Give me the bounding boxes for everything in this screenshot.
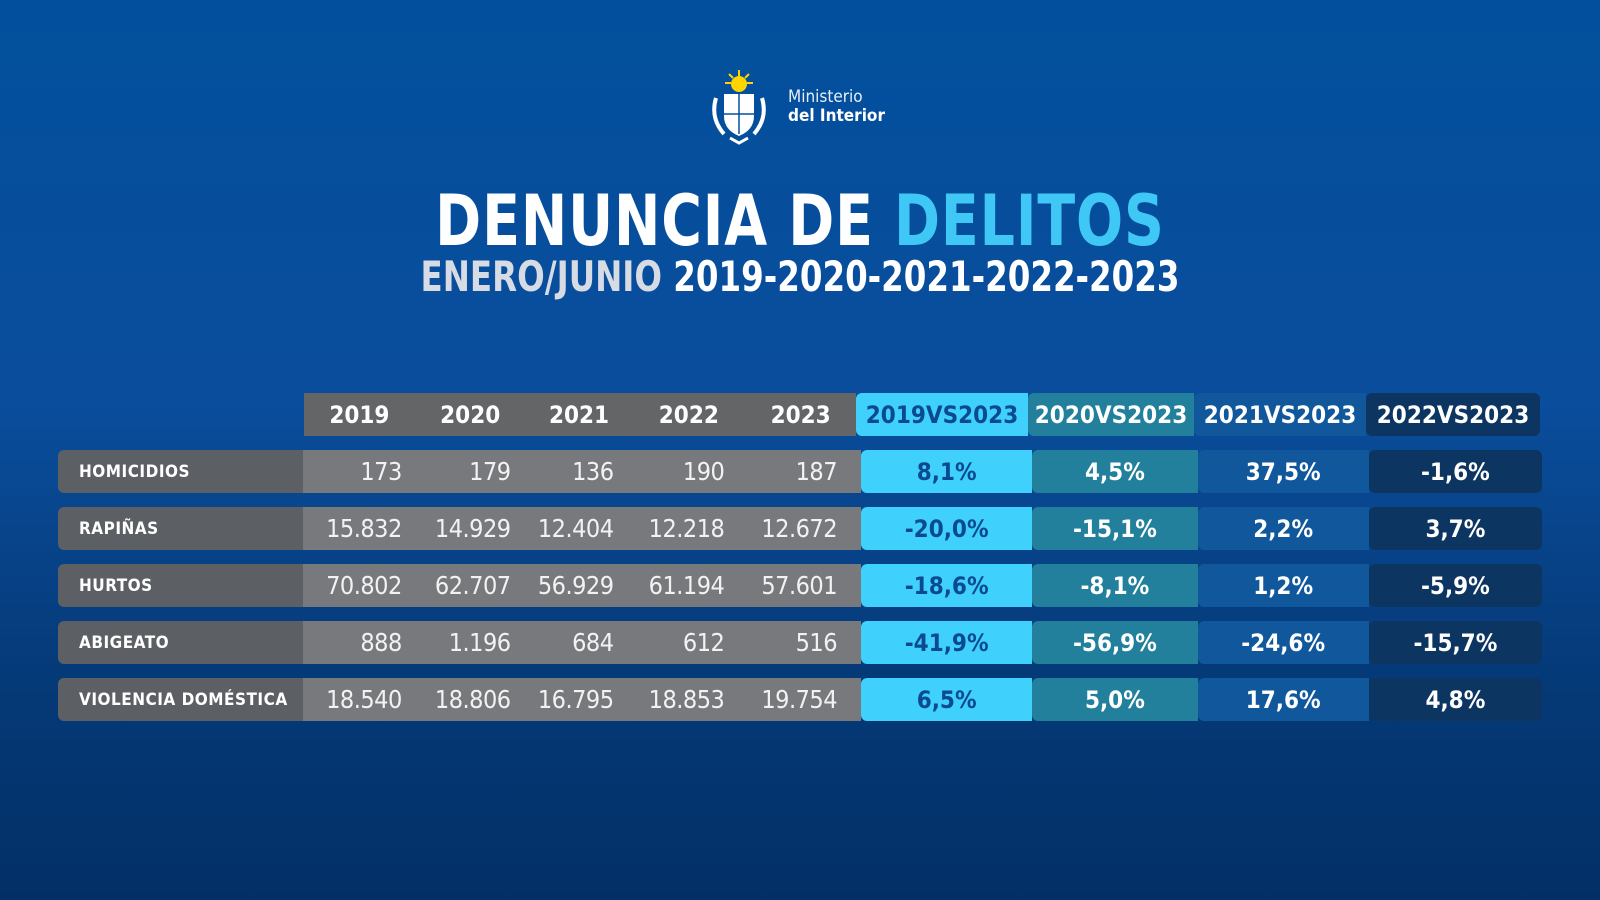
table-row: HOMICIDIOS 173 179 136 190 187 8,1% 4,5% 37,5% -1… bbox=[58, 450, 1543, 493]
column-header: 2019VS2023 bbox=[856, 393, 1028, 436]
row-label: RAPIÑAS bbox=[58, 507, 304, 550]
table-row: ABIGEATO 888 1.196 684 612 516 -41,9% -56,9% -24… bbox=[58, 621, 1543, 664]
column-header: 2021VS2023 bbox=[1194, 393, 1366, 436]
value-cell: 136 bbox=[520, 450, 626, 493]
column-header: 2022VS2023 bbox=[1366, 393, 1540, 436]
value-cell: 12.672 bbox=[736, 507, 846, 550]
change-cell: -24,6% bbox=[1197, 621, 1369, 664]
change-cell: -56,9% bbox=[1032, 621, 1198, 664]
change-cell: 4,8% bbox=[1368, 678, 1543, 721]
subtitle-period: ENERO/JUNIO bbox=[420, 252, 662, 301]
value-cell: 888 bbox=[303, 621, 412, 664]
ministry-logo: Ministerio del Interior bbox=[706, 68, 885, 146]
column-header: 2020VS2023 bbox=[1028, 393, 1194, 436]
change-cell: -5,9% bbox=[1368, 564, 1543, 607]
value-cell: 18.806 bbox=[411, 678, 521, 721]
value-cell: 1.196 bbox=[411, 621, 521, 664]
title-accent: DELITOS bbox=[894, 180, 1165, 262]
change-cell: -18,6% bbox=[861, 564, 1033, 607]
change-cell: -20,0% bbox=[861, 507, 1033, 550]
value-cell: 18.853 bbox=[625, 678, 737, 721]
value-cell: 57.601 bbox=[736, 564, 846, 607]
value-cell: 612 bbox=[625, 621, 737, 664]
change-cell: 6,5% bbox=[861, 678, 1033, 721]
value-cell: 56.929 bbox=[520, 564, 626, 607]
value-cell: 15.832 bbox=[303, 507, 412, 550]
change-cell: 4,5% bbox=[1032, 450, 1198, 493]
column-header: 2022 bbox=[632, 393, 746, 436]
table-header-row: 2019 2020 2021 2022 2023 2019VS2023 2020… bbox=[304, 393, 1542, 436]
change-cell: -41,9% bbox=[861, 621, 1033, 664]
change-cell: -15,1% bbox=[1032, 507, 1198, 550]
table-row: HURTOS 70.802 62.707 56.929 61.194 57.601 -18,… bbox=[58, 564, 1543, 607]
subtitle-years: 2019-2020-2021-2022-2023 bbox=[673, 252, 1180, 301]
title-main: DENUNCIA DE bbox=[435, 180, 874, 262]
column-header: 2023 bbox=[745, 393, 857, 436]
uruguay-coat-of-arms-icon bbox=[712, 70, 766, 145]
change-cell: -15,7% bbox=[1368, 621, 1543, 664]
value-cell: 173 bbox=[303, 450, 412, 493]
change-cell: 3,7% bbox=[1368, 507, 1543, 550]
value-cell: 179 bbox=[411, 450, 521, 493]
value-cell: 14.929 bbox=[411, 507, 521, 550]
value-cell: 61.194 bbox=[625, 564, 737, 607]
table-row: RAPIÑAS 15.832 14.929 12.404 12.218 12.672 -20… bbox=[58, 507, 1543, 550]
value-cell: 16.795 bbox=[520, 678, 626, 721]
value-cell: 19.754 bbox=[736, 678, 846, 721]
page-title: DENUNCIA DE DELITOS bbox=[96, 180, 1504, 262]
change-cell: -1,6% bbox=[1368, 450, 1543, 493]
value-cell: 12.404 bbox=[520, 507, 626, 550]
logo-line-1: Ministerio bbox=[788, 87, 863, 107]
value-cell: 12.218 bbox=[625, 507, 737, 550]
value-cell: 516 bbox=[736, 621, 846, 664]
change-cell: 37,5% bbox=[1197, 450, 1369, 493]
row-label: HOMICIDIOS bbox=[58, 450, 304, 493]
row-label: ABIGEATO bbox=[58, 621, 304, 664]
value-cell: 62.707 bbox=[411, 564, 521, 607]
value-cell: 70.802 bbox=[303, 564, 412, 607]
value-cell: 684 bbox=[520, 621, 626, 664]
value-cell: 190 bbox=[625, 450, 737, 493]
change-cell: 1,2% bbox=[1197, 564, 1369, 607]
value-cell: 18.540 bbox=[303, 678, 412, 721]
change-cell: 17,6% bbox=[1197, 678, 1369, 721]
change-cell: 8,1% bbox=[861, 450, 1033, 493]
value-cell: 187 bbox=[736, 450, 846, 493]
row-label: VIOLENCIA DOMÉSTICA bbox=[58, 678, 304, 721]
change-cell: 5,0% bbox=[1032, 678, 1198, 721]
column-header: 2021 bbox=[525, 393, 633, 436]
page-subtitle: ENERO/JUNIO 2019-2020-2021-2022-2023 bbox=[112, 252, 1488, 301]
change-cell: 2,2% bbox=[1197, 507, 1369, 550]
column-header: 2019 bbox=[304, 393, 415, 436]
logo-line-2: del Interior bbox=[788, 106, 885, 126]
row-label: HURTOS bbox=[58, 564, 304, 607]
table-row: VIOLENCIA DOMÉSTICA 18.540 18.806 16.795 18.… bbox=[58, 678, 1543, 721]
column-header: 2020 bbox=[414, 393, 526, 436]
change-cell: -8,1% bbox=[1032, 564, 1198, 607]
